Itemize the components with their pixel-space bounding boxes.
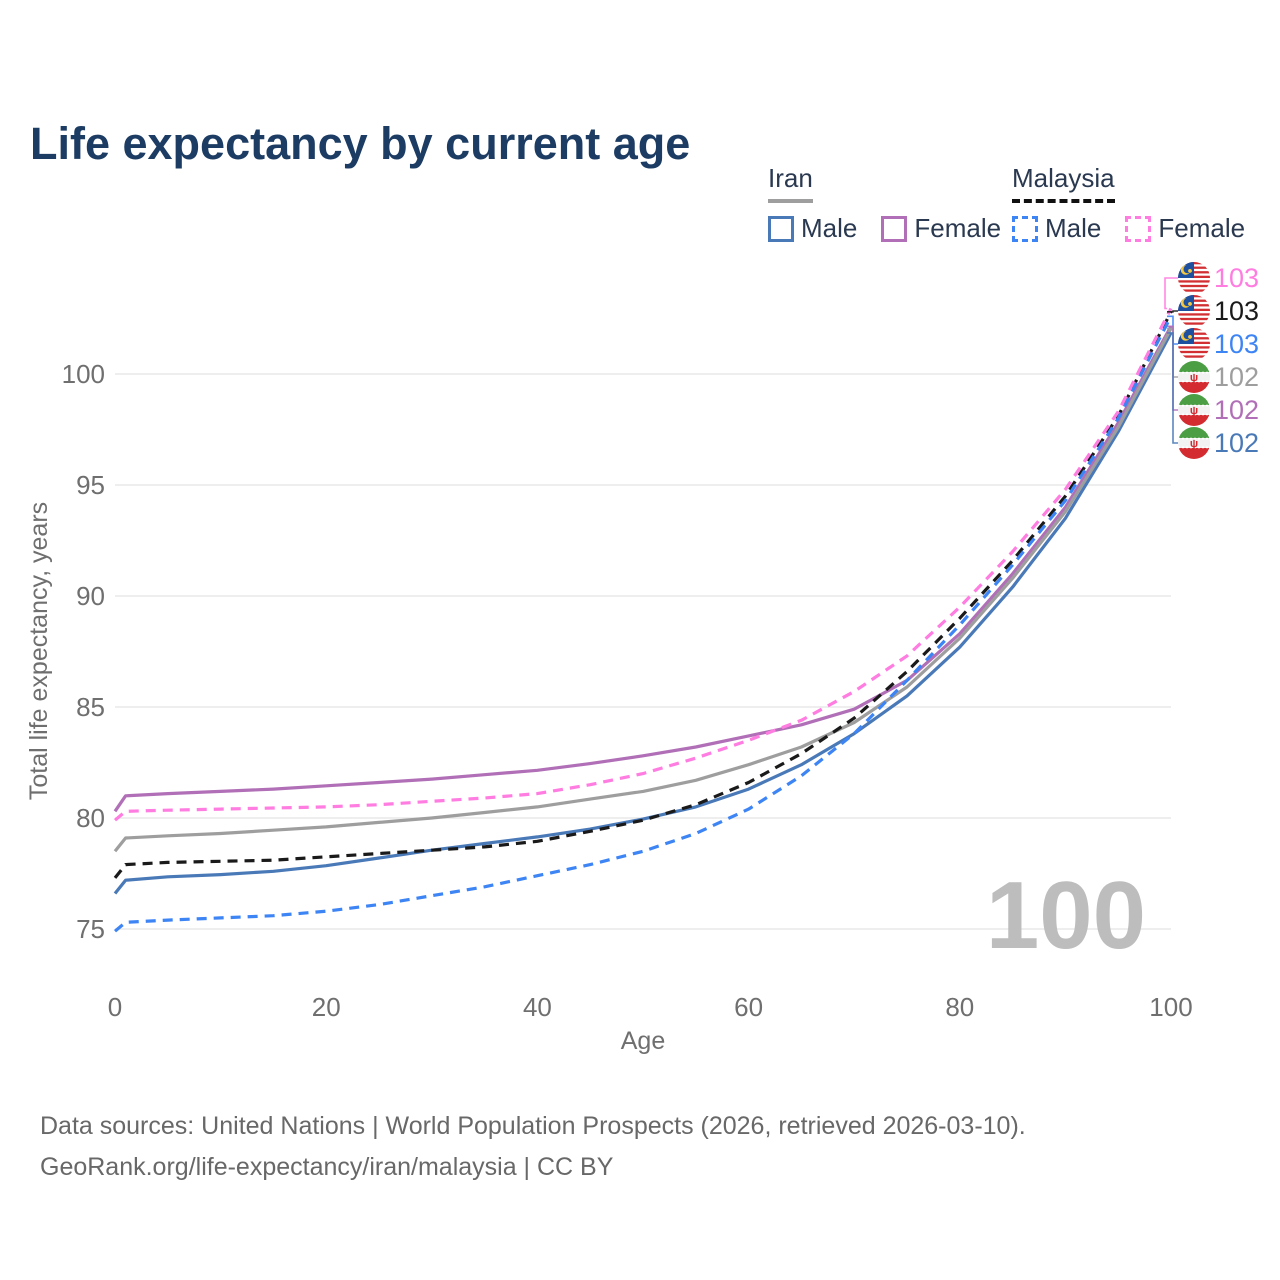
- series-line-iran-female[interactable]: [113, 325, 1173, 813]
- footer-link: GeoRank.org/life-expectancy/iran/malaysi…: [40, 1153, 614, 1181]
- x-axis-tick-labels: 0 20 40 60 80 100: [108, 992, 1193, 1022]
- y-axis-title: Total life expectancy, years: [25, 502, 53, 800]
- age-watermark: 100: [986, 862, 1146, 969]
- y-tick-95: 95: [76, 470, 105, 500]
- y-tick-90: 90: [76, 581, 105, 611]
- x-tick-80: 80: [945, 992, 974, 1022]
- footer-sources: Data sources: United Nations | World Pop…: [40, 1112, 1026, 1140]
- x-tick-20: 20: [312, 992, 341, 1022]
- legend-swatch-iran-female[interactable]: [881, 215, 908, 242]
- legend-group-iran: Iran Male Female: [768, 163, 1001, 244]
- y-tick-80: 80: [76, 803, 105, 833]
- legend-iran-title[interactable]: Iran: [768, 163, 813, 203]
- end-flag-malaysia-0: [1178, 262, 1210, 294]
- legend-swatch-malaysia-female[interactable]: [1125, 215, 1152, 242]
- x-tick-100: 100: [1149, 992, 1192, 1022]
- footer: Data sources: United Nations | World Pop…: [40, 1106, 1026, 1188]
- legend-label-iran-female[interactable]: Female: [914, 213, 1002, 243]
- y-tick-100: 100: [62, 359, 105, 389]
- legend-label-malaysia-male[interactable]: Male: [1045, 213, 1102, 243]
- end-flag-iran-5: [1178, 427, 1210, 459]
- connector-malaysia-female: [1164, 277, 1179, 310]
- end-flag-iran-4: [1178, 394, 1210, 426]
- end-label-connectors: [1164, 277, 1179, 444]
- gridlines: [115, 373, 1171, 930]
- series-line-malaysia-both-sexes[interactable]: [113, 311, 1173, 879]
- end-label-iran-both-sexes: 102: [1214, 362, 1259, 392]
- y-tick-85: 85: [76, 692, 105, 722]
- end-flag-malaysia-1: [1178, 295, 1210, 327]
- end-flag-iran-3: [1178, 361, 1210, 393]
- x-tick-0: 0: [108, 992, 122, 1022]
- page-title: Life expectancy by current age: [30, 118, 691, 170]
- end-label-iran-male: 102: [1214, 428, 1259, 458]
- x-tick-60: 60: [734, 992, 763, 1022]
- x-tick-40: 40: [523, 992, 552, 1022]
- series-lines: [113, 307, 1173, 933]
- legend-label-malaysia-female[interactable]: Female: [1158, 213, 1246, 243]
- y-tick-75: 75: [76, 914, 105, 944]
- x-axis-title: Age: [621, 1027, 665, 1055]
- end-label-malaysia-female: 103: [1214, 263, 1259, 293]
- legend-swatch-malaysia-male[interactable]: [1012, 215, 1038, 242]
- end-label-malaysia-both-sexes: 103: [1214, 296, 1259, 326]
- legend-malaysia-title[interactable]: Malaysia: [1012, 163, 1115, 203]
- legend-group-malaysia: Malaysia Male Female: [1012, 163, 1245, 244]
- series-line-malaysia-female[interactable]: [113, 307, 1173, 822]
- end-label-malaysia-male: 103: [1214, 329, 1259, 359]
- series-line-iran-both-sexes[interactable]: [113, 327, 1173, 853]
- series-line-malaysia-male[interactable]: [113, 315, 1173, 933]
- legend-swatch-iran-male[interactable]: [768, 215, 794, 242]
- end-flag-malaysia-2: [1178, 328, 1210, 360]
- connector-iran-male: [1167, 332, 1179, 444]
- series-line-iran-male[interactable]: [113, 332, 1173, 895]
- legend-label-iran-male[interactable]: Male: [801, 213, 858, 243]
- end-label-iran-female: 102: [1214, 395, 1259, 425]
- y-axis-tick-labels: 75 80 85 90 95 100: [62, 359, 105, 944]
- connector-malaysia-both-sexes: [1167, 310, 1179, 313]
